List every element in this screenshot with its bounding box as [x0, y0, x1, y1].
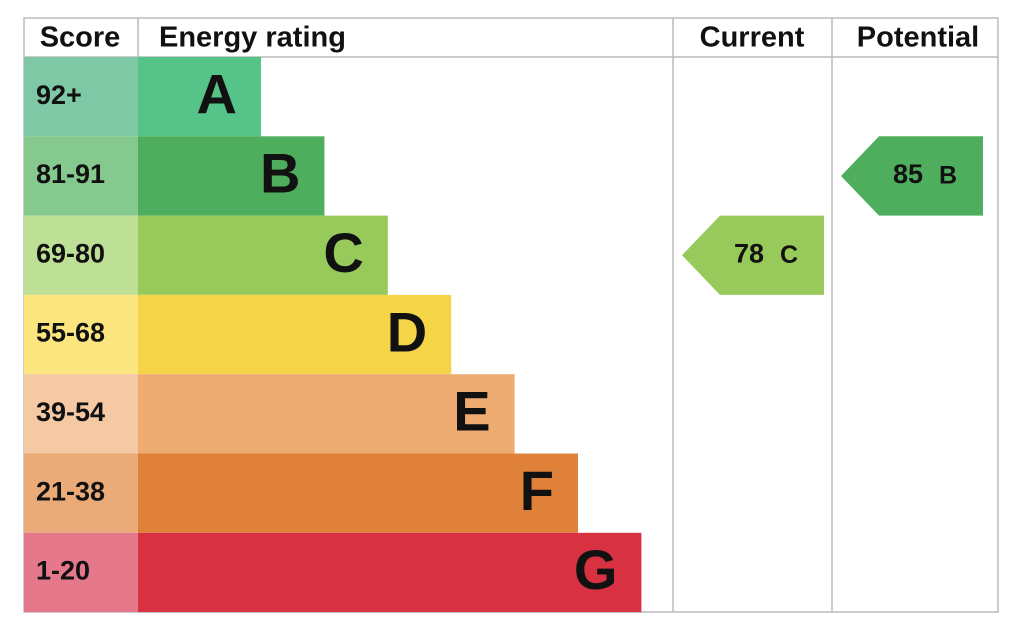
rating-letter: F [520, 459, 554, 522]
current-letter: C [780, 241, 798, 269]
rating-letter: A [197, 62, 237, 125]
score-label: 39-54 [36, 397, 105, 427]
score-cell [24, 215, 138, 295]
rating-letter: D [387, 300, 427, 363]
score-cell [24, 294, 138, 375]
score-cell [24, 57, 138, 137]
header-current: Current [700, 22, 805, 54]
rating-letter: C [323, 221, 363, 284]
score-cell [24, 374, 138, 454]
header-potential: Potential [857, 22, 979, 54]
score-label: 21-38 [36, 476, 105, 506]
score-cell [24, 532, 138, 613]
score-cell [24, 453, 138, 533]
current-value: 78 [734, 238, 764, 268]
rating-bar [138, 136, 325, 216]
rating-bar [138, 57, 261, 137]
score-cell [24, 136, 138, 216]
current-arrow [682, 215, 824, 295]
score-label: 1-20 [36, 556, 90, 586]
score-label: 55-68 [36, 318, 105, 348]
score-label: 81-91 [36, 159, 105, 189]
potential-value: 85 [893, 159, 923, 189]
rating-bar [138, 294, 452, 375]
score-label: 92+ [36, 80, 82, 110]
score-label: 69-80 [36, 238, 105, 268]
potential-letter: B [939, 162, 957, 190]
rating-letter: B [260, 142, 300, 205]
potential-arrow [841, 136, 983, 216]
rating-letter: E [453, 380, 490, 443]
rating-bar [138, 215, 388, 295]
rating-bar [138, 532, 642, 613]
header-score: Score [40, 22, 121, 54]
rating-bar [138, 453, 578, 533]
header-rating: Energy rating [159, 22, 346, 54]
rating-bar [138, 374, 515, 454]
rating-letter: G [574, 538, 618, 601]
